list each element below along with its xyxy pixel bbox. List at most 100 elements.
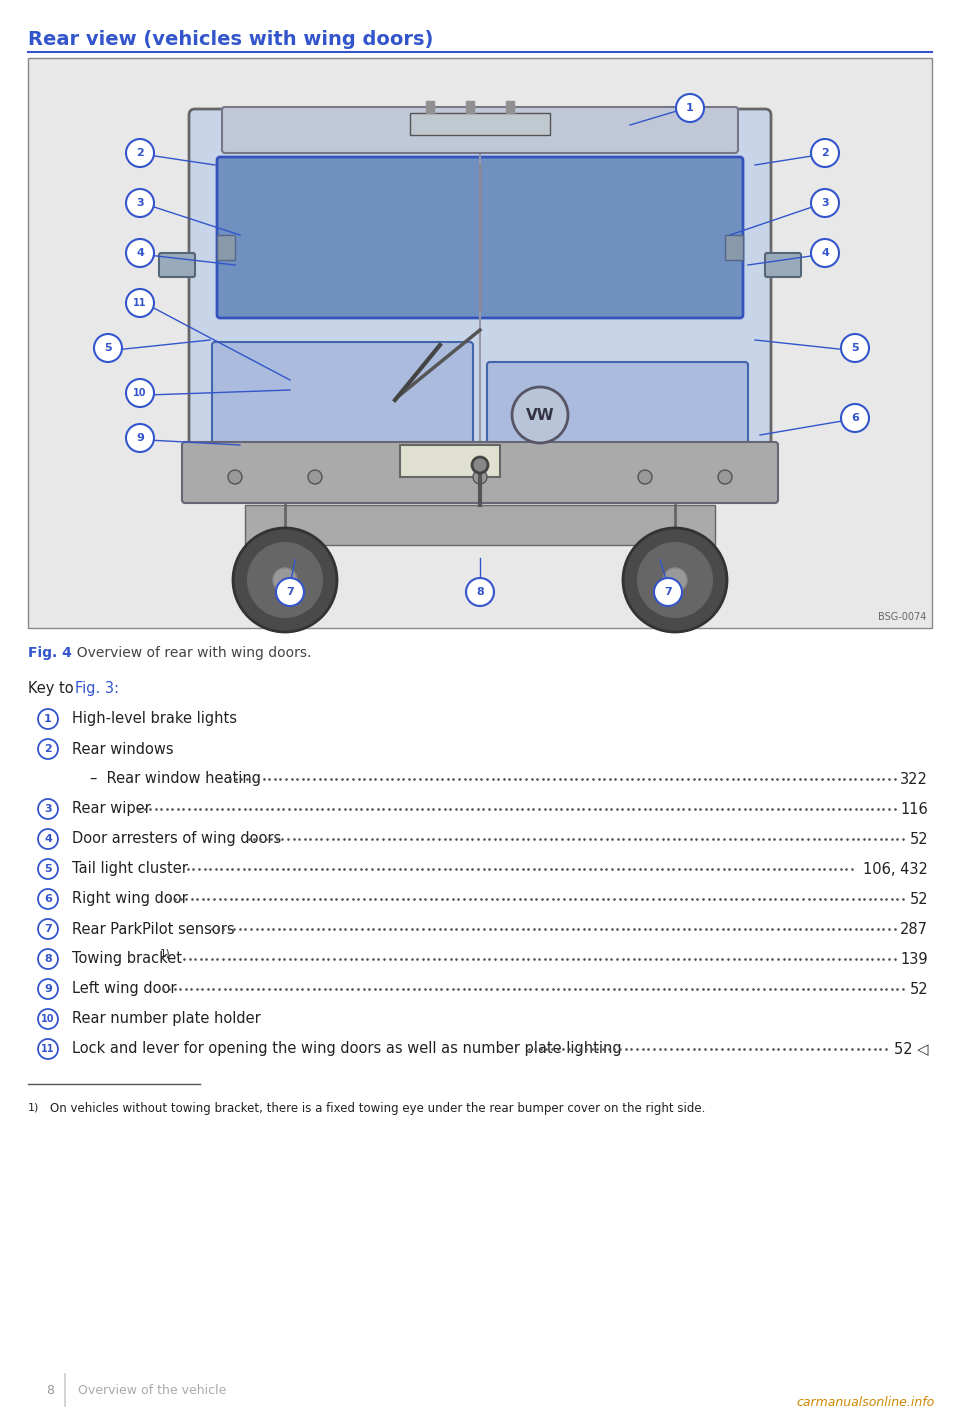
Circle shape — [228, 470, 242, 484]
Text: Lock and lever for opening the wing doors as well as number plate lighting: Lock and lever for opening the wing door… — [72, 1041, 622, 1057]
Text: Fig. 3:: Fig. 3: — [75, 681, 119, 695]
Circle shape — [676, 94, 704, 121]
Text: Overview of rear with wing doors.: Overview of rear with wing doors. — [68, 645, 311, 660]
Bar — [217, 236, 235, 260]
Text: 1): 1) — [160, 950, 171, 960]
Circle shape — [811, 238, 839, 267]
Circle shape — [38, 920, 58, 940]
Circle shape — [811, 139, 839, 167]
Text: 10: 10 — [133, 388, 147, 398]
Text: 2: 2 — [44, 744, 52, 754]
Circle shape — [126, 238, 154, 267]
Text: 4: 4 — [136, 248, 144, 258]
Circle shape — [638, 470, 652, 484]
Bar — [400, 446, 500, 477]
Circle shape — [841, 404, 869, 433]
Text: 139: 139 — [900, 951, 928, 967]
Text: 322: 322 — [900, 771, 928, 787]
Text: 5: 5 — [44, 864, 52, 874]
Text: 8: 8 — [476, 587, 484, 597]
Text: Key to: Key to — [28, 681, 79, 695]
Circle shape — [38, 740, 58, 760]
Text: 5: 5 — [852, 343, 859, 353]
Text: High-level brake lights: High-level brake lights — [72, 711, 237, 727]
Text: 9: 9 — [136, 433, 144, 443]
Text: 11: 11 — [41, 1044, 55, 1054]
Circle shape — [472, 457, 488, 473]
Text: 6: 6 — [44, 894, 52, 904]
Text: Door arresters of wing doors: Door arresters of wing doors — [72, 831, 281, 847]
Text: 7: 7 — [44, 924, 52, 934]
Text: 1): 1) — [28, 1102, 39, 1112]
Text: Rear number plate holder: Rear number plate holder — [72, 1011, 261, 1027]
Circle shape — [473, 470, 487, 484]
Text: 5: 5 — [105, 343, 111, 353]
Circle shape — [638, 543, 712, 617]
Text: BSG-0074: BSG-0074 — [877, 613, 926, 623]
Circle shape — [38, 830, 58, 850]
Bar — [410, 113, 550, 136]
Text: 3: 3 — [136, 198, 144, 208]
Text: 4: 4 — [44, 834, 52, 844]
Circle shape — [38, 980, 58, 1000]
FancyBboxPatch shape — [487, 363, 748, 448]
Circle shape — [126, 424, 154, 453]
Bar — [245, 506, 715, 545]
Circle shape — [38, 890, 58, 910]
Text: 7: 7 — [664, 587, 672, 597]
Text: –  Rear window heating: – Rear window heating — [90, 771, 261, 787]
Text: 116: 116 — [900, 801, 928, 817]
Text: On vehicles without towing bracket, there is a fixed towing eye under the rear b: On vehicles without towing bracket, ther… — [50, 1102, 706, 1115]
FancyBboxPatch shape — [217, 157, 743, 318]
Circle shape — [126, 378, 154, 407]
Circle shape — [248, 543, 322, 617]
FancyArrow shape — [466, 101, 474, 113]
Circle shape — [273, 568, 297, 593]
Circle shape — [38, 1040, 58, 1060]
FancyBboxPatch shape — [159, 253, 195, 277]
Circle shape — [38, 800, 58, 820]
Text: VW: VW — [526, 407, 554, 423]
Text: Tail light cluster: Tail light cluster — [72, 861, 188, 877]
Text: Left wing door: Left wing door — [72, 981, 177, 997]
Text: 8: 8 — [46, 1384, 54, 1397]
Text: 10: 10 — [41, 1014, 55, 1024]
Circle shape — [38, 708, 58, 730]
Text: 8: 8 — [44, 954, 52, 964]
Text: 11: 11 — [133, 298, 147, 308]
FancyBboxPatch shape — [212, 341, 473, 448]
Circle shape — [663, 568, 687, 593]
FancyBboxPatch shape — [182, 443, 778, 503]
Text: 52: 52 — [909, 981, 928, 997]
Text: 106, 432: 106, 432 — [863, 861, 928, 877]
Circle shape — [94, 334, 122, 363]
Text: 3: 3 — [44, 804, 52, 814]
Circle shape — [38, 1010, 58, 1030]
Circle shape — [654, 578, 682, 605]
Text: carmanualsonline.info: carmanualsonline.info — [797, 1395, 935, 1408]
Text: 2: 2 — [136, 149, 144, 159]
Circle shape — [512, 387, 568, 443]
FancyBboxPatch shape — [189, 109, 771, 496]
Circle shape — [718, 470, 732, 484]
Circle shape — [126, 288, 154, 317]
Text: 52 ◁: 52 ◁ — [894, 1041, 928, 1057]
Text: Rear view (vehicles with wing doors): Rear view (vehicles with wing doors) — [28, 30, 433, 49]
FancyBboxPatch shape — [765, 253, 801, 277]
Circle shape — [126, 139, 154, 167]
Bar — [725, 236, 743, 260]
Circle shape — [466, 578, 494, 605]
Text: 6: 6 — [852, 413, 859, 423]
Circle shape — [38, 950, 58, 970]
Text: 7: 7 — [286, 587, 294, 597]
Circle shape — [811, 188, 839, 217]
Text: 1: 1 — [44, 714, 52, 724]
Text: 52: 52 — [909, 891, 928, 907]
Text: 2: 2 — [821, 149, 828, 159]
Text: Rear windows: Rear windows — [72, 741, 174, 757]
Text: 4: 4 — [821, 248, 828, 258]
Circle shape — [308, 470, 322, 484]
FancyArrow shape — [426, 101, 434, 113]
Text: Right wing door: Right wing door — [72, 891, 188, 907]
Text: 9: 9 — [44, 984, 52, 994]
